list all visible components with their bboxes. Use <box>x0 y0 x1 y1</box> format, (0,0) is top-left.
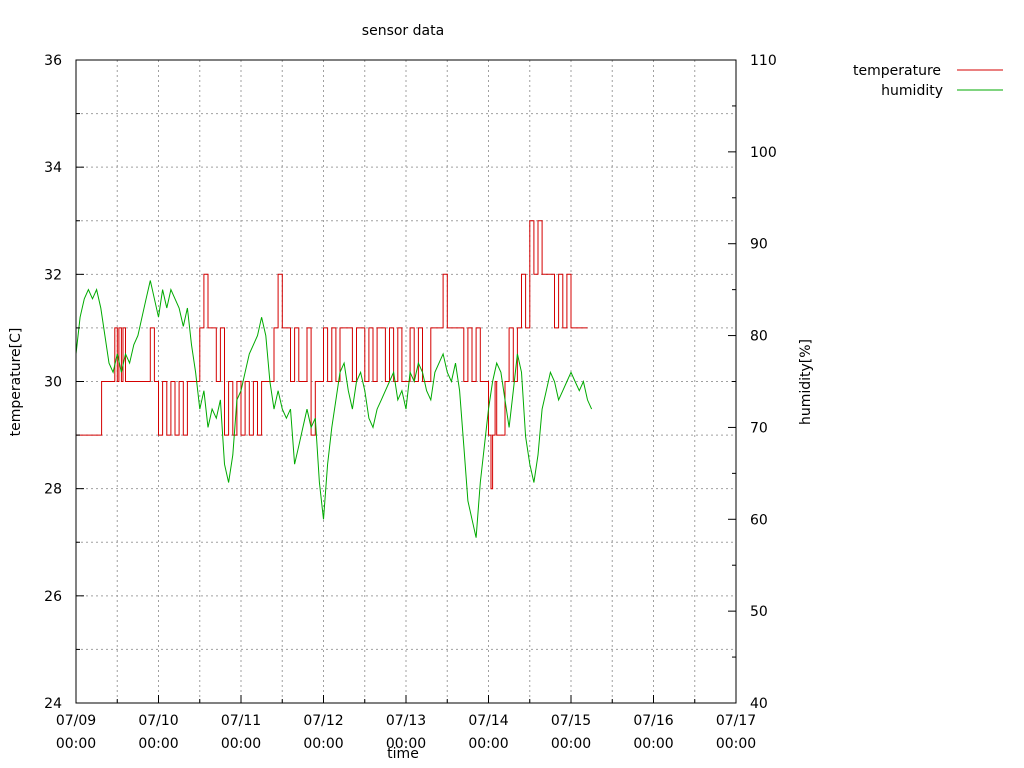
y2-tick-label: 100 <box>750 145 777 161</box>
y-tick-label: 24 <box>44 696 62 712</box>
x-tick-time: 00:00 <box>138 736 178 752</box>
x-tick-date: 07/16 <box>633 713 673 729</box>
y-tick-label: 36 <box>44 53 62 69</box>
series-lines <box>75 220 593 538</box>
x-tick-date: 07/09 <box>56 713 96 729</box>
y-tick-label: 30 <box>44 375 62 391</box>
x-tick-date: 07/12 <box>303 713 343 729</box>
y2-tick-label: 40 <box>750 696 768 712</box>
series-line-temperature <box>76 220 588 490</box>
y2-tick-label: 80 <box>750 329 768 345</box>
y-axis-label: temperature[C] <box>8 328 24 437</box>
y-tick-label: 26 <box>44 589 62 605</box>
x-tick-time: 00:00 <box>303 736 343 752</box>
series-line-humidity <box>75 280 593 538</box>
x-tick-time: 00:00 <box>716 736 756 752</box>
x-tick-time: 00:00 <box>221 736 261 752</box>
legend: temperature humidity <box>853 63 1003 99</box>
x-tick-time: 00:00 <box>633 736 673 752</box>
y2-tick-label: 50 <box>750 604 768 620</box>
x-tick-date: 07/10 <box>138 713 178 729</box>
y2-axis-label: humidity[%] <box>798 339 814 425</box>
y2-tick-label: 60 <box>750 512 768 528</box>
x-tick-date: 07/15 <box>551 713 591 729</box>
axis-ticks: 24 26 28 30 32 34 36 40 50 60 70 80 90 100 110 07/09 00:… <box>44 53 777 752</box>
y2-tick-label: 70 <box>750 420 768 436</box>
legend-label-temperature: temperature <box>853 63 941 79</box>
legend-label-humidity: humidity <box>881 83 943 99</box>
x-axis-label: time <box>387 746 419 762</box>
x-tick-time: 00:00 <box>386 736 426 752</box>
x-tick-time: 00:00 <box>56 736 96 752</box>
y2-tick-label: 110 <box>750 53 777 69</box>
x-tick-time: 00:00 <box>551 736 591 752</box>
x-tick-date: 07/17 <box>716 713 756 729</box>
chart-title: sensor data <box>362 23 444 39</box>
y-tick-label: 32 <box>44 267 62 283</box>
x-tick-date: 07/11 <box>221 713 261 729</box>
x-tick-date: 07/13 <box>386 713 426 729</box>
y-tick-label: 34 <box>44 160 62 176</box>
y-tick-label: 28 <box>44 482 62 498</box>
x-tick-date: 07/14 <box>468 713 508 729</box>
x-tick-time: 00:00 <box>468 736 508 752</box>
y2-tick-label: 90 <box>750 237 768 253</box>
